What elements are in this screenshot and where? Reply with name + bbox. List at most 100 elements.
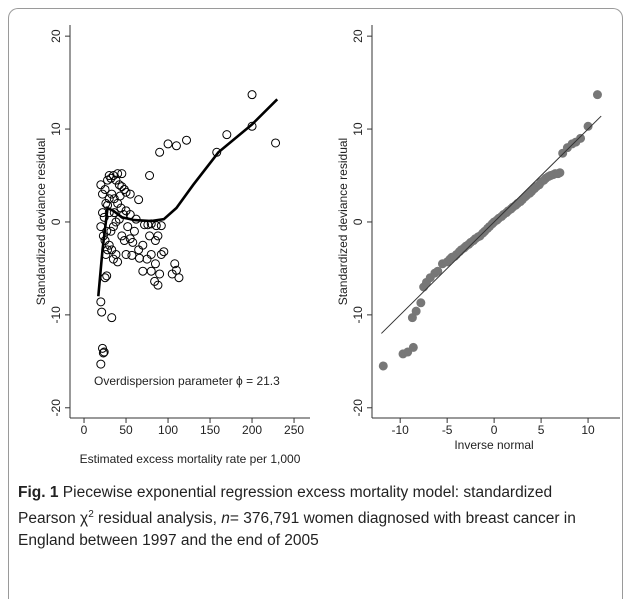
point	[99, 212, 109, 222]
point	[97, 307, 107, 317]
point	[115, 191, 125, 201]
point	[159, 247, 169, 257]
caption: Fig. 1 Piecewise exponential regression …	[18, 482, 613, 552]
point	[134, 195, 144, 205]
point	[113, 257, 123, 267]
point	[155, 269, 165, 279]
point	[102, 226, 112, 236]
point	[123, 222, 133, 232]
point	[155, 147, 165, 157]
point	[134, 245, 144, 255]
point	[174, 273, 184, 283]
point	[411, 306, 421, 316]
y-tick-label: 0	[351, 218, 365, 225]
y-tick-label: 20	[351, 29, 365, 43]
point	[129, 226, 139, 236]
point	[153, 231, 163, 241]
point	[145, 171, 155, 181]
point	[138, 240, 148, 250]
point	[167, 269, 177, 279]
point	[116, 203, 126, 213]
point	[583, 121, 593, 131]
x-tick-label: -10	[392, 423, 410, 437]
point	[125, 189, 135, 199]
y-axis-title: Standardized deviance residual	[34, 138, 48, 305]
point	[121, 249, 131, 259]
point	[104, 171, 114, 181]
annotation: Overdispersion parameter ϕ = 21.3	[94, 374, 280, 388]
point	[104, 240, 114, 250]
caption-text: residual analysis,	[93, 510, 222, 528]
point	[128, 237, 138, 247]
point	[156, 249, 166, 259]
caption-n: n	[221, 510, 230, 528]
point	[407, 313, 417, 323]
x-tick-label: 250	[284, 423, 304, 437]
point	[100, 273, 110, 283]
point	[109, 194, 119, 204]
point	[98, 189, 108, 199]
caption-text: = 376,791 women diagnosed with breast ca…	[18, 510, 576, 550]
x-tick-label: 5	[538, 423, 545, 437]
point	[117, 182, 127, 192]
fit-line	[97, 98, 279, 297]
point	[117, 231, 127, 241]
y-tick-label: 0	[49, 218, 63, 225]
x-tick-label: 150	[200, 423, 220, 437]
point	[142, 254, 152, 264]
point	[271, 138, 281, 148]
point	[134, 253, 144, 263]
point	[104, 194, 114, 204]
x-axis-title: Inverse normal	[454, 438, 533, 452]
point	[163, 139, 173, 149]
x-axis-title: Estimated excess mortality rate per 1,00…	[80, 452, 301, 466]
y-tick-label: 10	[49, 122, 63, 136]
caption-label: Fig. 1	[18, 484, 59, 501]
point	[156, 221, 166, 231]
x-tick-label: 200	[242, 423, 262, 437]
point	[106, 173, 116, 183]
point	[106, 226, 116, 236]
point	[138, 266, 148, 276]
point	[111, 249, 121, 259]
fit-line	[381, 115, 602, 334]
point	[111, 175, 121, 185]
point	[146, 249, 156, 259]
point	[553, 169, 563, 179]
point	[119, 236, 129, 246]
x-tick-label: 0	[491, 423, 498, 437]
figure-frame	[8, 8, 623, 599]
point	[111, 217, 121, 227]
point	[433, 266, 443, 276]
point	[592, 90, 602, 100]
y-tick-label: 20	[49, 29, 63, 43]
point	[107, 313, 117, 323]
caption-sup: 2	[88, 509, 94, 520]
y-tick-label: -10	[49, 306, 63, 324]
point	[146, 266, 156, 276]
point	[151, 221, 161, 231]
y-tick-label: -20	[49, 399, 63, 417]
point	[98, 348, 108, 358]
point	[247, 90, 257, 100]
point	[576, 133, 586, 143]
point	[150, 236, 160, 246]
point	[108, 222, 118, 232]
point	[150, 259, 160, 269]
point	[170, 259, 180, 269]
point	[153, 280, 163, 290]
point	[114, 180, 124, 190]
point	[102, 271, 112, 281]
point	[117, 169, 127, 179]
y-tick-label: 10	[351, 122, 365, 136]
point	[113, 169, 123, 179]
point	[99, 347, 109, 357]
point	[222, 130, 232, 140]
point	[107, 189, 117, 199]
caption-text: Piecewise exponential regression excess …	[18, 484, 553, 528]
y-tick-label: -10	[351, 306, 365, 324]
point	[119, 184, 129, 194]
point	[408, 342, 418, 352]
point	[96, 359, 106, 369]
